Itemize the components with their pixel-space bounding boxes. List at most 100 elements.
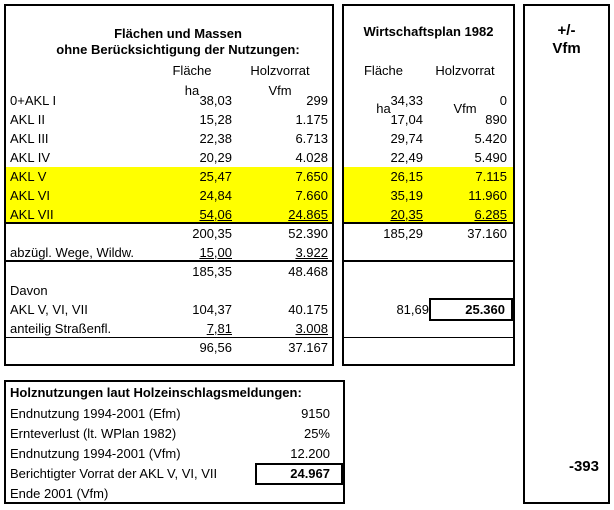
- column-header-flaeche: Fläche: [172, 63, 212, 78]
- cell-flaeche: [344, 243, 423, 260]
- column-unit-ha: ha: [376, 101, 391, 116]
- cell-flaeche: 7,81: [206, 321, 232, 336]
- table-row: abzügl. Wege, Wildw. 15,00 3.922: [6, 243, 332, 262]
- cell-flaeche: 34,33: [390, 93, 423, 108]
- left-column-header-row: Fläche Holzvorrat: [6, 63, 332, 78]
- cell-label: Davon: [10, 283, 48, 298]
- diff-title-unit: Vfm: [552, 40, 581, 57]
- boxed-holzvorrat-value: 25.360: [429, 298, 513, 321]
- plan-column-header-row: Fläche Holzvorrat: [344, 63, 513, 78]
- cell-flaeche: 20,35: [390, 207, 423, 222]
- cell-flaeche: 26,15: [390, 169, 423, 184]
- left-table-header: Flächen und Massen ohne Berücksichtigung…: [6, 6, 332, 98]
- table-row-highlighted: AKL VII 54,06 24.865: [6, 205, 332, 224]
- cell-holzvorrat: 11.960: [468, 188, 507, 203]
- flaechen-massen-table: Flächen und Massen ohne Berücksichtigung…: [4, 4, 334, 366]
- diff-value: -393: [568, 458, 599, 475]
- cell-label: AKL VI: [10, 188, 50, 203]
- plan-table-header: Wirtschaftsplan 1982 Fläche Holzvorrat h…: [344, 6, 513, 116]
- table-row-empty: [344, 338, 513, 357]
- cell-flaeche: 35,19: [390, 188, 423, 203]
- diff-vfm-box: +/- Vfm -393: [523, 4, 610, 504]
- holznutzungen-table: Holznutzungen laut Holzeinschlagsmeldung…: [4, 380, 345, 504]
- column-unit-vfm: Vfm: [453, 101, 477, 116]
- cell-flaeche: [344, 262, 423, 281]
- cell-holzvorrat: 299: [306, 93, 328, 108]
- cell-flaeche: 185,29: [383, 226, 423, 241]
- table-row-subtotal: 185,35 48.468: [6, 262, 332, 281]
- table-row-highlighted: 26,15 7.115: [344, 167, 513, 186]
- cell-flaeche: [152, 281, 232, 300]
- column-unit-vfm: Vfm: [268, 83, 292, 98]
- cell-flaeche: 22,38: [199, 131, 232, 146]
- cell-holzvorrat: 6.285: [474, 207, 507, 222]
- table-row-highlighted: AKL V 25,47 7.650: [6, 167, 332, 186]
- column-header-flaeche: Fläche: [363, 63, 404, 78]
- cell-label: AKL V: [10, 169, 47, 184]
- cell-label: AKL III: [10, 131, 49, 146]
- cell-flaeche: 15,28: [199, 112, 232, 127]
- cell-label: [6, 338, 152, 357]
- cell-holzvorrat: 40.175: [288, 302, 328, 317]
- cell-holzvorrat: 7.115: [475, 169, 507, 184]
- cell-flaeche: 96,56: [199, 340, 232, 355]
- cell-holzvorrat: [423, 262, 507, 281]
- table-row-empty: [344, 319, 513, 338]
- cell-label: [6, 262, 152, 281]
- table-row: AKL V, VI, VII 104,37 40.175: [6, 300, 332, 319]
- table-row: AKL II 15,28 1.175: [6, 110, 332, 129]
- table-row-highlighted: AKL VI 24,84 7.660: [6, 186, 332, 205]
- cell-label: Endnutzung 1994-2001 (Vfm): [10, 446, 181, 461]
- cell-flaeche: 81,69: [396, 302, 429, 317]
- table-row-result: 81,69 25.360: [344, 298, 513, 321]
- cell-label: abzügl. Wege, Wildw.: [10, 245, 135, 260]
- cell-holzvorrat: 1.175: [295, 112, 328, 127]
- table-row-highlighted: 35,19 11.960: [344, 186, 513, 205]
- cell-holzvorrat: 37.167: [288, 340, 328, 355]
- cell-holzvorrat: 5.490: [474, 150, 507, 165]
- cell-holzvorrat: 37.160: [467, 226, 507, 241]
- cell-value: 25%: [303, 426, 330, 441]
- cell-holzvorrat: 48.468: [288, 264, 328, 279]
- cell-label: Endnutzung 1994-2001 (Efm): [10, 406, 181, 421]
- cell-holzvorrat: 0: [499, 93, 507, 108]
- plan-table-title: Wirtschaftsplan 1982: [363, 24, 494, 39]
- cell-flaeche: 200,35: [192, 226, 232, 241]
- cell-flaeche: 15,00: [199, 245, 232, 260]
- diff-title-sign: +/-: [557, 22, 576, 39]
- cell-label: AKL II: [10, 112, 45, 127]
- table-row-subtotal: 185,29 37.160: [344, 224, 513, 243]
- cell-holzvorrat: 5.420: [474, 131, 507, 146]
- header-spacer: [6, 63, 152, 78]
- cell-flaeche: [344, 338, 423, 357]
- harvest-table-title: Holznutzungen laut Holzeinschlagsmeldung…: [10, 385, 302, 400]
- table-row: Endnutzung 1994-2001 (Vfm) 12.200: [6, 444, 343, 464]
- cell-flaeche: 38,03: [199, 93, 232, 108]
- cell-flaeche: 29,74: [390, 131, 423, 146]
- table-row: Ernteverlust (lt. WPlan 1982) 25%: [6, 424, 343, 444]
- table-row-empty: [344, 262, 513, 281]
- table-row: 22,49 5.490: [344, 148, 513, 167]
- cell-label: anteilig Straßenfl.: [10, 321, 112, 336]
- column-unit-ha: ha: [184, 83, 200, 98]
- cell-label: [6, 224, 152, 243]
- cell-holzvorrat: 6.713: [295, 131, 328, 146]
- column-header-holzvorrat: Holzvorrat: [435, 63, 495, 78]
- table-row: Davon: [6, 281, 332, 300]
- cell-value: 12.200: [290, 446, 330, 461]
- cell-value: 9150: [301, 406, 330, 421]
- cell-holzvorrat: 52.390: [288, 226, 328, 241]
- cell-value: [220, 484, 330, 504]
- left-table-title-line2: ohne Berücksichtigung der Nutzungen:: [56, 42, 300, 57]
- table-row: 34,33 0: [344, 91, 513, 110]
- cell-flaeche: 185,35: [192, 264, 232, 279]
- plan-column-unit-row: ha Vfm: [344, 101, 513, 116]
- cell-flaeche: [344, 281, 423, 300]
- table-row-subtotal: 200,35 52.390: [6, 224, 332, 243]
- table-row: anteilig Straßenfl. 7,81 3.008: [6, 319, 332, 338]
- cell-flaeche: [344, 319, 423, 337]
- table-row: 29,74 5.420: [344, 129, 513, 148]
- column-header-holzvorrat: Holzvorrat: [250, 63, 310, 78]
- table-row-subtotal: 96,56 37.167: [6, 338, 332, 357]
- cell-label: AKL IV: [10, 150, 50, 165]
